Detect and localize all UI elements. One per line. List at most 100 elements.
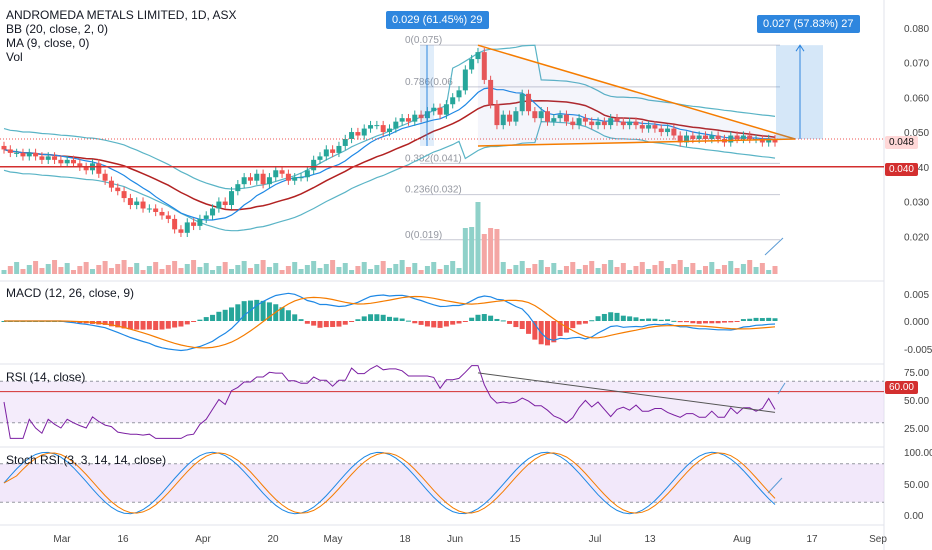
volume-bar <box>52 260 58 274</box>
volume-bar <box>77 266 83 274</box>
volume-bar <box>330 260 336 274</box>
volume-bar <box>39 268 45 274</box>
volume-bar <box>589 261 595 274</box>
candle-body <box>64 159 70 164</box>
candle-body <box>39 156 45 160</box>
candle-body <box>241 177 247 185</box>
ma-legend[interactable]: MA (9, close, 0) <box>6 36 90 50</box>
x-tick-label: 18 <box>399 534 411 545</box>
candle-body <box>772 139 778 143</box>
macd-histogram-bar <box>184 321 190 325</box>
rsi-title[interactable]: RSI (14, close) <box>6 370 86 384</box>
x-tick-label: 20 <box>267 534 279 545</box>
macd-histogram-bar <box>349 321 355 322</box>
volume-bar <box>702 266 708 274</box>
volume-bar <box>108 268 114 274</box>
volume-bar <box>721 265 727 274</box>
macd-histogram-bar <box>633 317 639 321</box>
macd-histogram-bar <box>734 321 740 322</box>
macd-histogram-bar <box>481 314 487 321</box>
macd-histogram-bar <box>526 321 532 334</box>
volume-bar <box>633 266 639 274</box>
stoch-title[interactable]: Stoch RSI (3, 3, 14, 14, close) <box>6 453 167 467</box>
volume-bar <box>304 265 310 274</box>
candle-body <box>26 152 32 157</box>
candle-body <box>614 118 620 122</box>
volume-bar <box>197 267 203 274</box>
volume-bar <box>601 264 607 274</box>
macd-histogram-bar <box>311 321 317 326</box>
volume-bar <box>627 270 633 274</box>
macd-histogram-bar <box>721 321 727 323</box>
candle-body <box>500 114 506 126</box>
volume-bar <box>33 261 39 274</box>
macd-histogram-bar <box>235 304 241 321</box>
macd-title[interactable]: MACD (12, 26, close, 9) <box>6 286 135 300</box>
macd-histogram-bar <box>229 307 235 321</box>
vol-legend[interactable]: Vol <box>6 50 23 64</box>
volume-bar <box>658 261 664 274</box>
fib-label: 0(0.019) <box>405 230 442 241</box>
volume-bar <box>494 229 500 274</box>
candle-body <box>658 128 664 133</box>
volume-bar <box>83 262 89 274</box>
candle-body <box>134 201 140 206</box>
candle-body <box>393 121 399 129</box>
volume-bar <box>772 266 778 274</box>
volume-bar <box>210 270 216 274</box>
candle-body <box>759 139 765 143</box>
macd-histogram-bar <box>298 319 304 321</box>
macd-histogram-bar <box>443 321 449 327</box>
volume-bar <box>153 262 159 274</box>
volume-bar <box>469 227 475 274</box>
macd-histogram-bar <box>469 317 475 321</box>
bb-legend[interactable]: BB (20, close, 2, 0) <box>6 22 109 36</box>
candle-body <box>443 104 449 115</box>
rsi-y-tick: 25.00 <box>904 424 929 435</box>
volume-bar <box>121 260 127 274</box>
candle-body <box>14 152 20 154</box>
candle-body <box>153 208 159 212</box>
measure-label-right[interactable]: 0.027 (57.83%) 27 <box>757 15 860 33</box>
projection-arrow-rsi <box>777 382 786 395</box>
candle-body <box>532 111 538 119</box>
volume-bar <box>544 267 550 274</box>
candle-body <box>323 149 329 157</box>
support-price-tag: 0.040 <box>884 163 918 176</box>
candle-body <box>684 135 690 143</box>
volume-bar <box>374 265 380 274</box>
candle-body <box>728 135 734 143</box>
volume-bar <box>608 260 614 274</box>
volume-bar <box>64 263 70 274</box>
candle-body <box>507 114 513 122</box>
volume-bar <box>582 265 588 274</box>
volume-bar <box>323 264 329 274</box>
volume-bar <box>570 262 576 274</box>
candle-body <box>298 177 304 179</box>
volume-bar <box>753 267 759 274</box>
macd-histogram-bar <box>260 300 266 321</box>
candle-body <box>349 132 355 139</box>
candle-body <box>595 121 601 126</box>
candle-body <box>450 97 456 105</box>
candle-body <box>715 135 721 139</box>
stoch-d-line <box>3 452 776 514</box>
macd-histogram-bar <box>728 321 734 323</box>
volume-bar <box>740 264 746 274</box>
volume-bar <box>709 262 715 274</box>
symbol-title[interactable]: ANDROMEDA METALS LIMITED, 1D, ASX <box>6 8 237 22</box>
fib-label: 0(0.075) <box>405 35 442 46</box>
candle-body <box>387 128 392 133</box>
macd-histogram-bar <box>519 321 525 329</box>
measure-label-left[interactable]: 0.029 (61.45%) 29 <box>386 11 489 29</box>
volume-bar <box>241 261 247 274</box>
stoch-y-tick: 100.00 <box>904 448 932 459</box>
macd-histogram-bar <box>361 316 367 321</box>
macd-histogram-bar <box>595 316 601 321</box>
candle-body <box>216 201 222 209</box>
macd-histogram-bar <box>658 319 664 321</box>
volume-bar <box>690 263 696 274</box>
candle-body <box>740 135 746 139</box>
volume-bar <box>285 266 291 274</box>
rsi-y-tick: 75.00 <box>904 368 929 379</box>
